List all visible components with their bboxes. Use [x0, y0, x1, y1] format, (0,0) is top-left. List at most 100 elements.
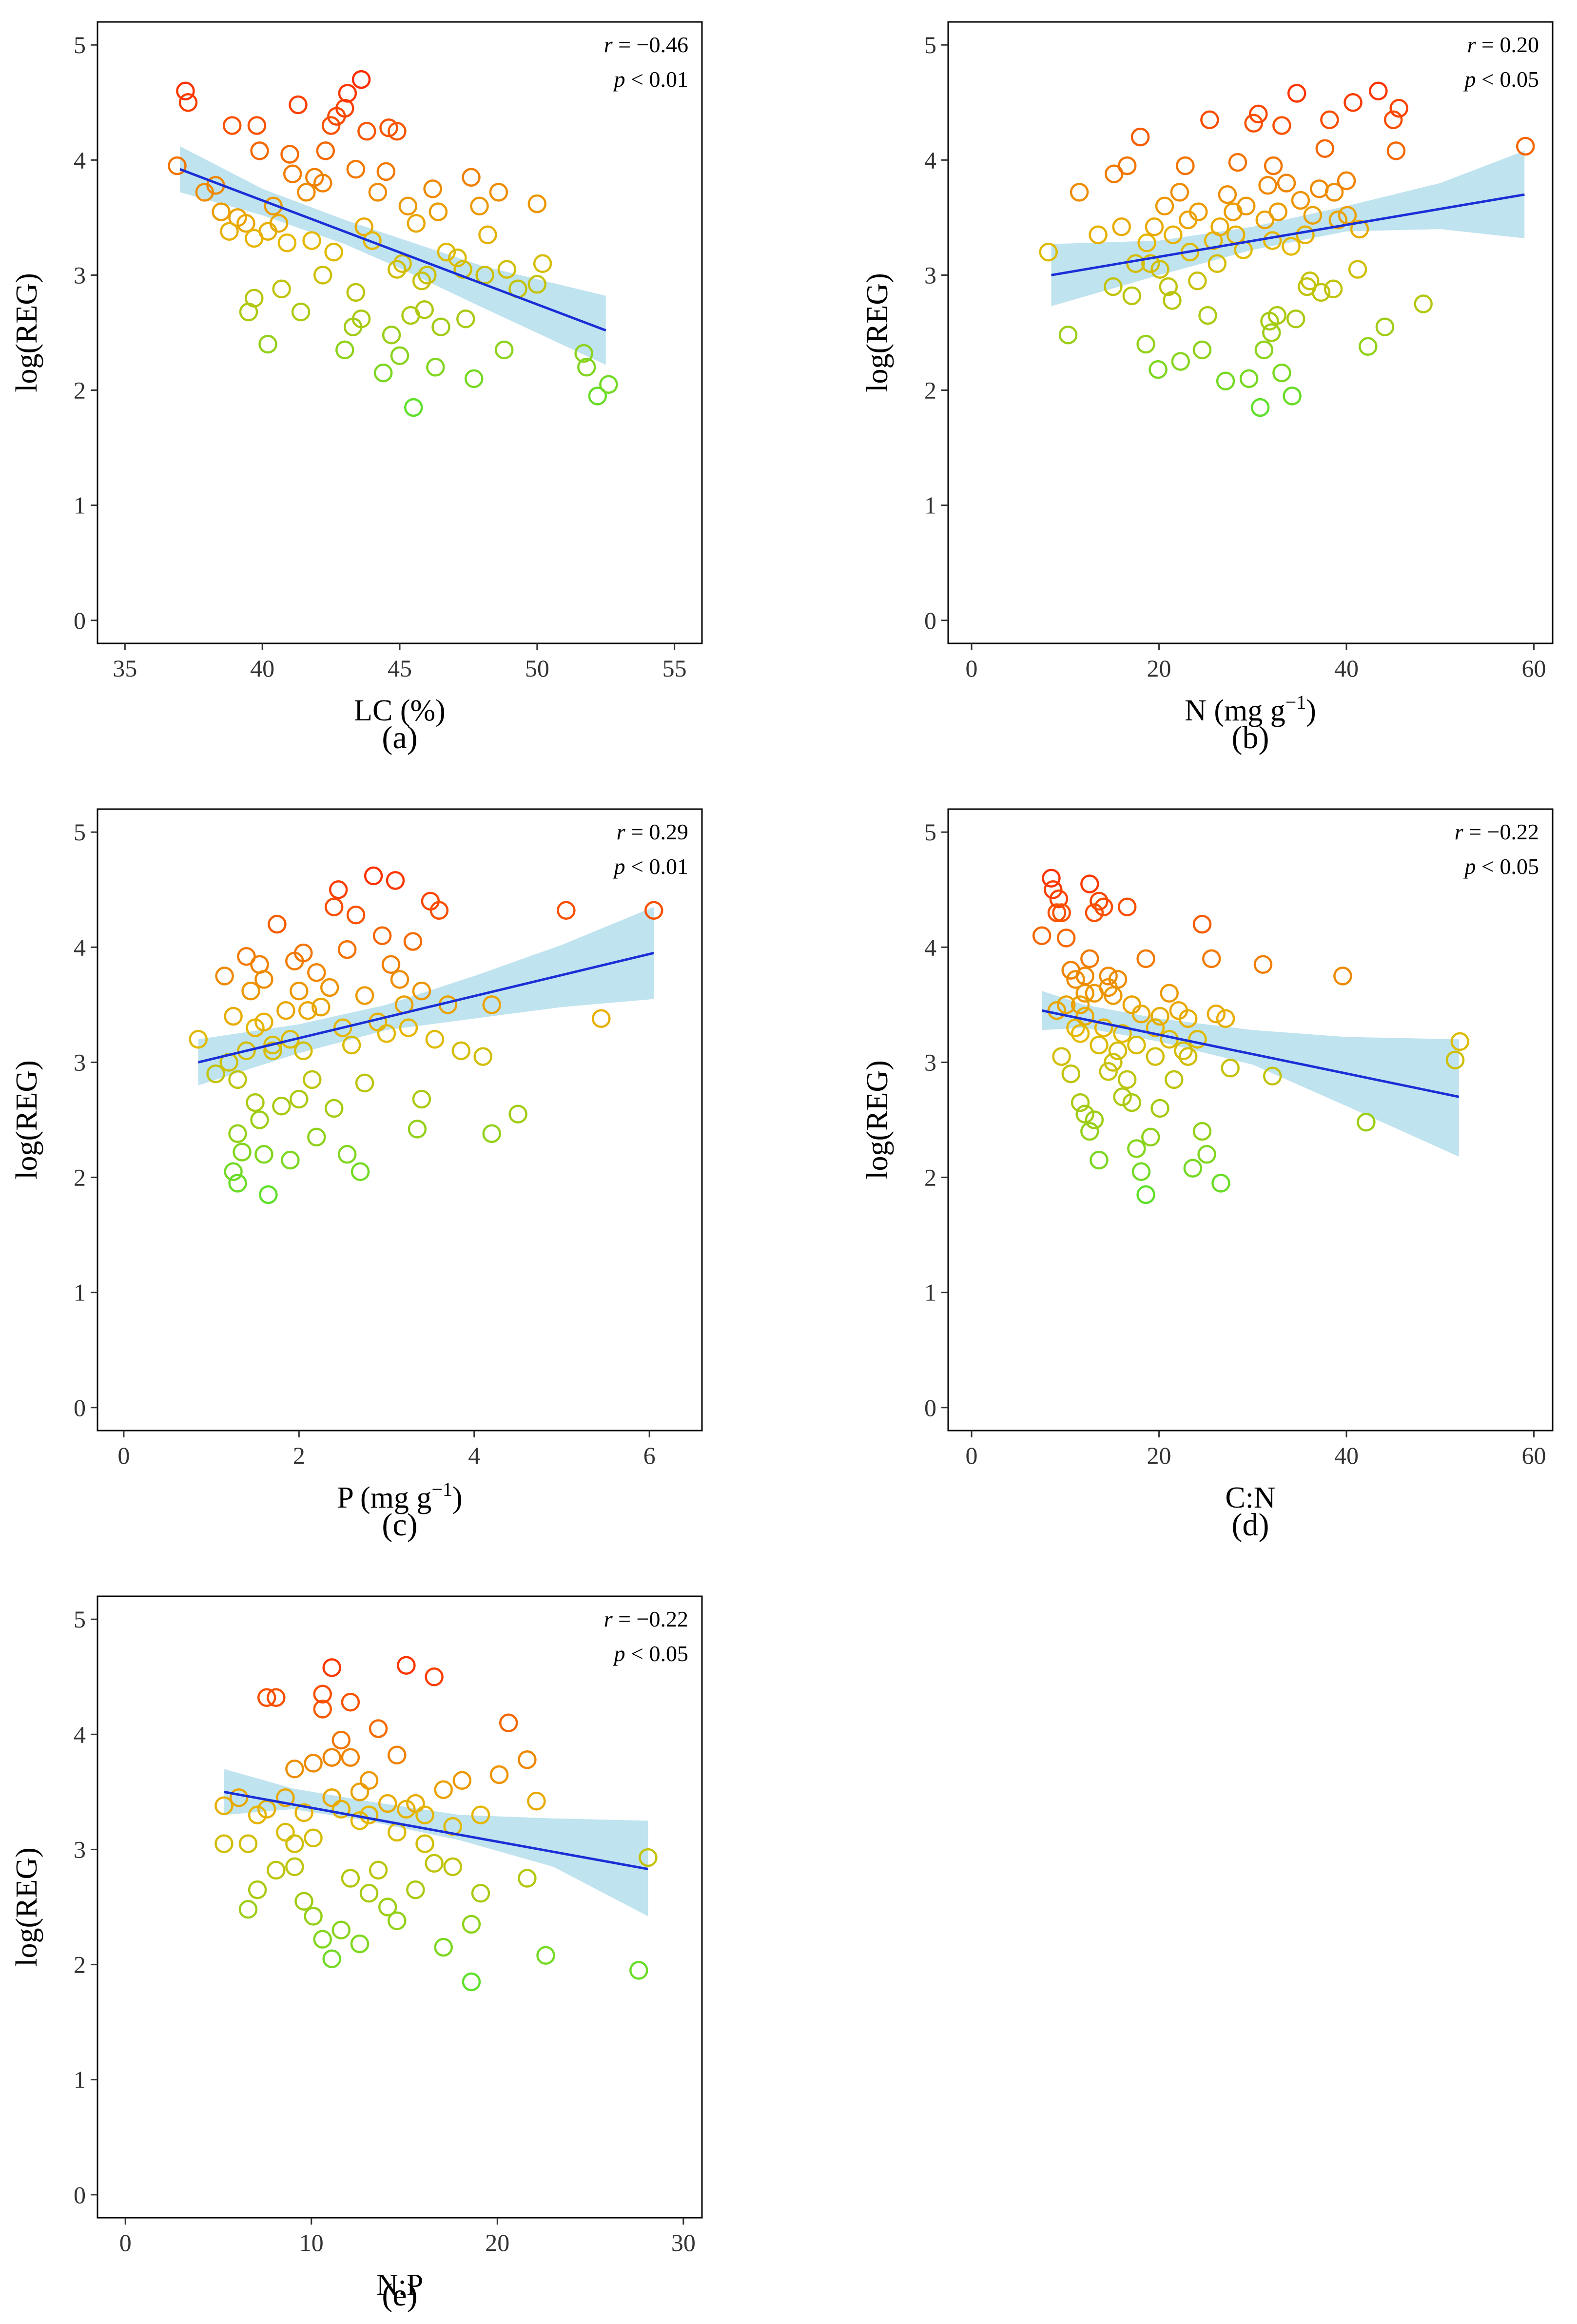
data-point: [639, 1848, 658, 1867]
data-point: [388, 260, 407, 279]
data-point: [599, 375, 618, 394]
data-point: [1150, 1099, 1169, 1118]
data-point: [1350, 219, 1369, 239]
data-point: [379, 118, 398, 137]
data-point: [276, 1001, 295, 1020]
data-point: [1032, 926, 1051, 945]
data-point: [1192, 1122, 1212, 1141]
data-point: [350, 1162, 370, 1181]
data-point: [1303, 206, 1323, 225]
data-point: [1216, 1009, 1235, 1028]
data-point: [407, 213, 426, 233]
data-point: [434, 1780, 453, 1799]
data-point: [1218, 185, 1237, 204]
data-point: [1383, 110, 1403, 129]
data-point: [1178, 1009, 1198, 1028]
data-point: [298, 1001, 317, 1020]
data-point: [1272, 116, 1291, 135]
data-point: [1359, 337, 1378, 356]
data-point: [478, 225, 497, 245]
data-point: [1136, 334, 1155, 354]
data-point: [1071, 995, 1090, 1014]
data-point: [254, 1012, 273, 1032]
data-point: [1070, 183, 1089, 202]
x-axis-label: N:P: [376, 2268, 423, 2302]
data-point: [1085, 1110, 1104, 1129]
data-point: [1163, 291, 1182, 310]
data-point: [428, 202, 448, 221]
plot-frame: [97, 1595, 703, 2219]
data-point: [1244, 114, 1263, 133]
data-point: [390, 970, 409, 989]
regression-line: [179, 168, 606, 332]
data-point: [1262, 323, 1281, 342]
data-point: [313, 1930, 332, 1949]
data-point: [238, 1899, 258, 1919]
data-point: [557, 901, 576, 920]
data-point: [1089, 225, 1108, 245]
data-point: [355, 986, 374, 1005]
data-point: [369, 1860, 388, 1880]
data-point: [313, 1700, 332, 1719]
data-point: [168, 156, 187, 175]
data-point: [369, 1719, 388, 1738]
data-point: [1188, 1029, 1207, 1049]
data-point: [588, 387, 607, 406]
data-point: [388, 122, 407, 141]
data-point: [494, 340, 514, 360]
data-point: [1131, 1162, 1151, 1181]
data-point: [412, 1089, 431, 1109]
data-point: [518, 1750, 537, 1769]
data-point: [1122, 1093, 1142, 1112]
data-point: [212, 202, 231, 221]
x-tick-label: 20: [1147, 655, 1171, 682]
data-point: [577, 358, 596, 377]
data-point: [302, 231, 321, 250]
data-point: [307, 963, 326, 982]
data-point: [1165, 1070, 1184, 1089]
data-point: [1071, 1093, 1090, 1112]
r-statistic: r = −0.46: [604, 32, 688, 57]
data-point: [1080, 1122, 1099, 1141]
data-point: [1145, 217, 1164, 236]
data-point: [324, 897, 344, 916]
data-point: [453, 260, 472, 279]
x-tick-label: 20: [485, 2229, 509, 2256]
data-point: [408, 1120, 427, 1139]
y-tick-label: 4: [74, 933, 86, 961]
data-point: [1146, 1047, 1165, 1066]
data-point: [399, 1018, 418, 1037]
data-point: [304, 1754, 323, 1773]
data-point: [263, 1035, 282, 1055]
y-tick-label: 1: [74, 1279, 86, 1306]
x-axis-label: C:N: [1225, 1481, 1275, 1514]
data-point: [324, 1099, 344, 1118]
data-point: [1237, 196, 1256, 216]
data-point: [1207, 254, 1227, 273]
plot-frame: [947, 808, 1554, 1432]
data-point: [1283, 387, 1302, 406]
data-point: [228, 1174, 247, 1193]
data-point: [290, 1089, 309, 1109]
data-point: [294, 1041, 313, 1061]
data-point: [1315, 139, 1335, 158]
data-point: [378, 1898, 397, 1917]
data-point: [346, 905, 366, 925]
x-tick-label: 6: [643, 1442, 656, 1469]
data-point: [1389, 98, 1408, 118]
p-statistic: p < 0.01: [613, 854, 688, 879]
data-point: [1239, 369, 1259, 388]
data-point: [1324, 279, 1343, 299]
data-point: [214, 1834, 234, 1853]
data-point: [283, 164, 302, 183]
data-point: [1080, 874, 1099, 893]
data-point: [224, 1007, 243, 1026]
plot-frame: [97, 808, 703, 1432]
data-point: [1253, 955, 1273, 974]
data-point: [1122, 286, 1142, 306]
data-point: [1136, 1185, 1155, 1204]
data-point: [527, 194, 547, 213]
data-point: [322, 1788, 341, 1807]
data-point: [246, 1093, 265, 1112]
